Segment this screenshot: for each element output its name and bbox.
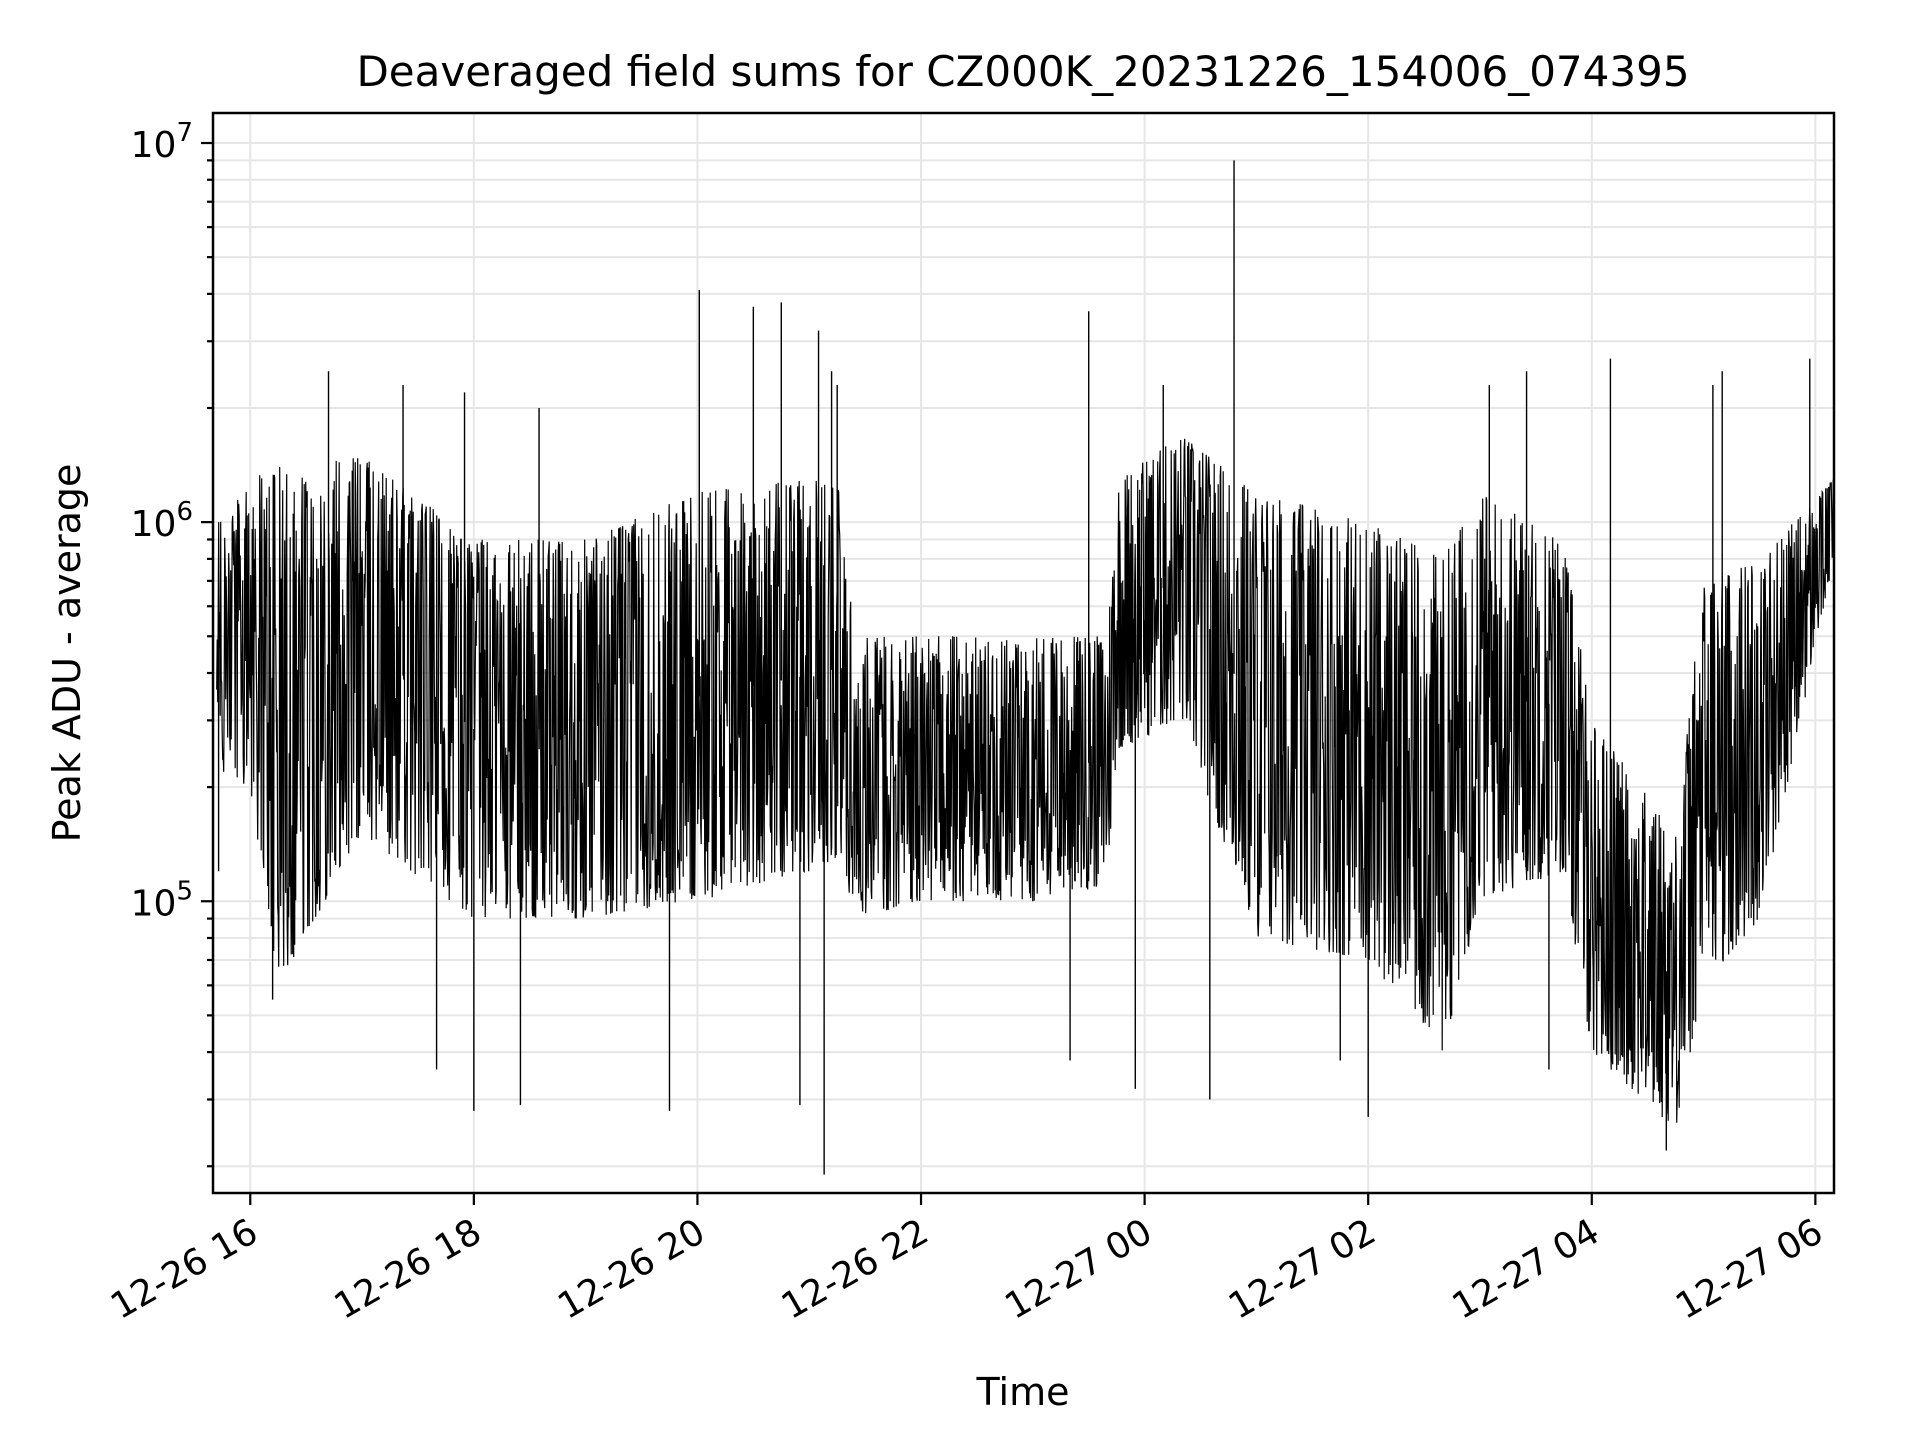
x-tick-label: 12-26 20: [551, 1211, 712, 1327]
plot-frame: [211, 111, 1836, 1195]
x-tick-label: 12-26 18: [328, 1211, 489, 1327]
x-tick-label: 12-27 00: [998, 1211, 1159, 1327]
y-axis: 105 106 107: [131, 118, 213, 1168]
x-axis: 12-26 16 12-26 18 12-26 20 12-26 22 12-27 00…: [104, 1193, 1830, 1328]
y-axis-label: Peak ADU - average: [45, 464, 89, 843]
y-tick-label: 105: [131, 876, 193, 924]
y-tick-label: 107: [131, 118, 193, 166]
x-tick-label: 12-26 22: [775, 1211, 936, 1327]
x-tick-label: 12-27 02: [1222, 1211, 1383, 1327]
y-tick-label: 106: [131, 497, 193, 545]
x-tick-label: 12-27 06: [1669, 1211, 1830, 1327]
x-tick-label: 12-26 16: [104, 1211, 265, 1327]
series-line: [216, 438, 1835, 1123]
x-tick-label: 12-27 04: [1446, 1211, 1607, 1327]
x-axis-label: Time: [976, 1370, 1070, 1414]
chart-title: Deaveraged field sums for CZ000K_2023122…: [356, 47, 1689, 96]
series-group: [216, 160, 1835, 1175]
